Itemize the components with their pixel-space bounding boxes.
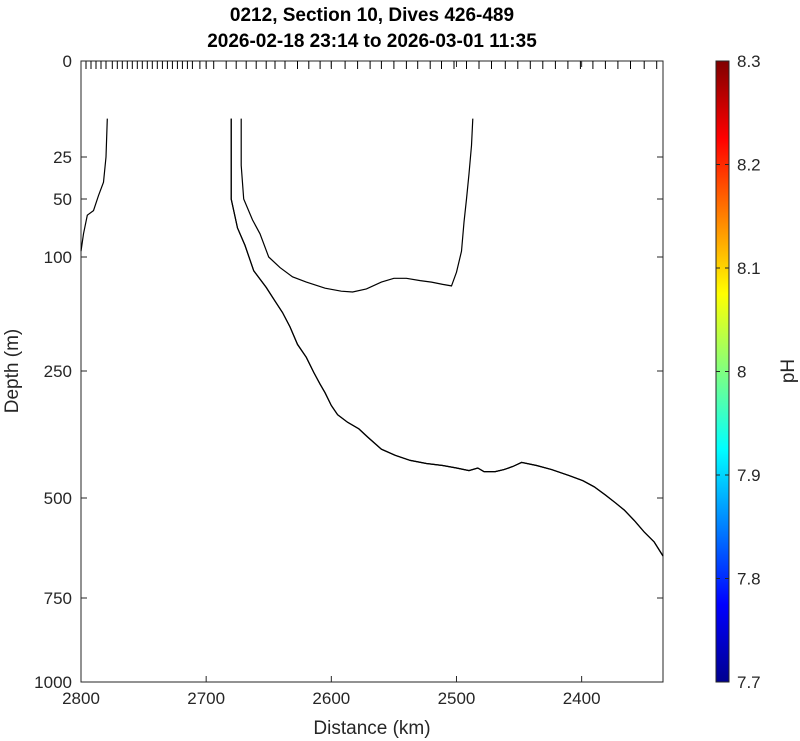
colorbar-tick-label: 8 (737, 363, 746, 382)
contour-line (80, 118, 108, 252)
x-tick-label: 2500 (438, 689, 476, 708)
y-tick-label: 50 (53, 190, 72, 209)
contour-line (240, 118, 474, 293)
x-axis: 2800 2700 2600 2500 2400 (62, 61, 601, 708)
x-axis-label: Distance (km) (313, 718, 430, 739)
x-tick-label: 2400 (563, 689, 601, 708)
y-tick-label: 500 (44, 489, 72, 508)
colorbar: 7.7 7.8 7.9 8 8.1 8.2 8.3 (715, 52, 761, 692)
chart-title-line-1: 0212, Section 10, Dives 426-489 (230, 5, 514, 26)
y-tick-label: 750 (44, 589, 72, 608)
colorbar-tick-label: 7.7 (737, 673, 761, 692)
x-tick-label: 2800 (62, 689, 100, 708)
y-axis: 0 25 50 100 250 500 750 1000 (34, 52, 663, 692)
contour-line (230, 118, 664, 557)
y-tick-label: 100 (44, 248, 72, 267)
y-tick-label: 0 (63, 52, 72, 71)
colorbar-tick-label: 8.2 (737, 156, 761, 175)
y-tick-label: 25 (53, 148, 72, 167)
colorbar-tick-label: 8.3 (737, 52, 761, 71)
colorbar-tick-label: 7.9 (737, 466, 761, 485)
plot-frame (80, 60, 664, 683)
x-tick-label: 2700 (187, 689, 225, 708)
chart-title-line-2: 2026-02-18 23:14 to 2026-03-01 11:35 (207, 31, 537, 52)
colorbar-tick-label: 7.8 (737, 570, 761, 589)
x-tick-label: 2600 (312, 689, 350, 708)
y-tick-label: 250 (44, 362, 72, 381)
colorbar-tick-label: 8.1 (737, 259, 761, 278)
plot-area (80, 60, 664, 683)
colorbar-label: pH (778, 359, 799, 383)
contour-layer (80, 118, 664, 557)
dive-markers (85, 61, 658, 69)
y-tick-label: 1000 (34, 673, 72, 692)
y-axis-label: Depth (m) (2, 329, 23, 413)
